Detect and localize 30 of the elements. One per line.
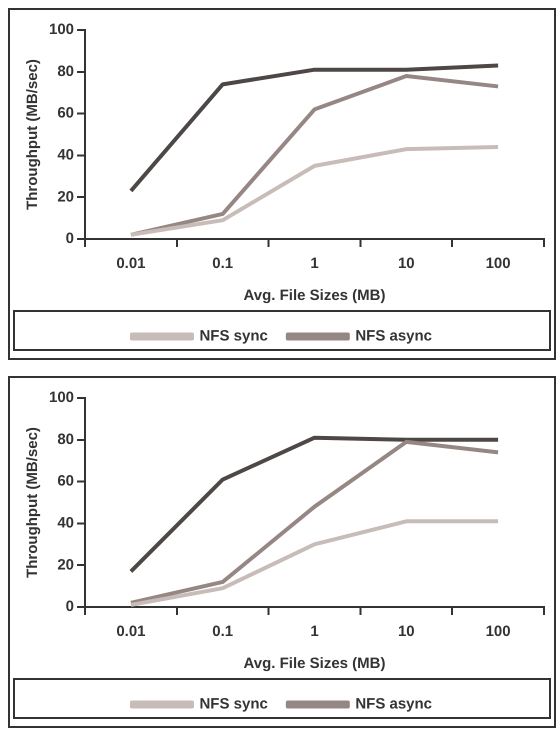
y-tick-label: 20 xyxy=(57,556,74,574)
y-tick-label: 60 xyxy=(57,472,74,490)
y-tick-label: 60 xyxy=(57,104,74,122)
y-axis-title: Throughput (MB/sec) xyxy=(24,427,42,578)
x-tick-label: 0.01 xyxy=(116,623,146,640)
y-axis-title: Throughput (MB/sec) xyxy=(24,59,42,210)
y-tick-label: 100 xyxy=(48,21,74,38)
x-tick-label: 1 xyxy=(310,623,319,640)
y-tick-label: 100 xyxy=(48,389,74,406)
x-tick-label: 0.1 xyxy=(212,623,234,640)
y-tick-label: 80 xyxy=(57,62,74,80)
x-axis-title: Avg. File Sizes (MB) xyxy=(244,655,386,672)
y-tick-label: 20 xyxy=(57,188,74,206)
x-axis-title: Avg. File Sizes (MB) xyxy=(244,287,386,304)
legend-label: NFS async xyxy=(355,696,432,713)
x-tick-label: 0.01 xyxy=(116,255,146,272)
legend-label: NFS sync xyxy=(199,328,268,345)
y-tick-label: 80 xyxy=(57,430,74,448)
legend-label: NFS sync xyxy=(199,696,268,713)
x-tick-label: 10 xyxy=(398,623,415,640)
y-tick-label: 40 xyxy=(57,146,74,164)
x-tick-label: 100 xyxy=(486,255,511,272)
y-tick-label: 0 xyxy=(66,598,74,616)
y-tick-label: 0 xyxy=(66,230,74,248)
x-tick-label: 10 xyxy=(398,255,415,272)
y-tick-label: 40 xyxy=(57,514,74,532)
x-tick-label: 100 xyxy=(486,623,511,640)
legend-label: NFS async xyxy=(355,328,432,345)
x-tick-label: 0.1 xyxy=(212,255,234,272)
x-tick-label: 1 xyxy=(310,255,319,272)
